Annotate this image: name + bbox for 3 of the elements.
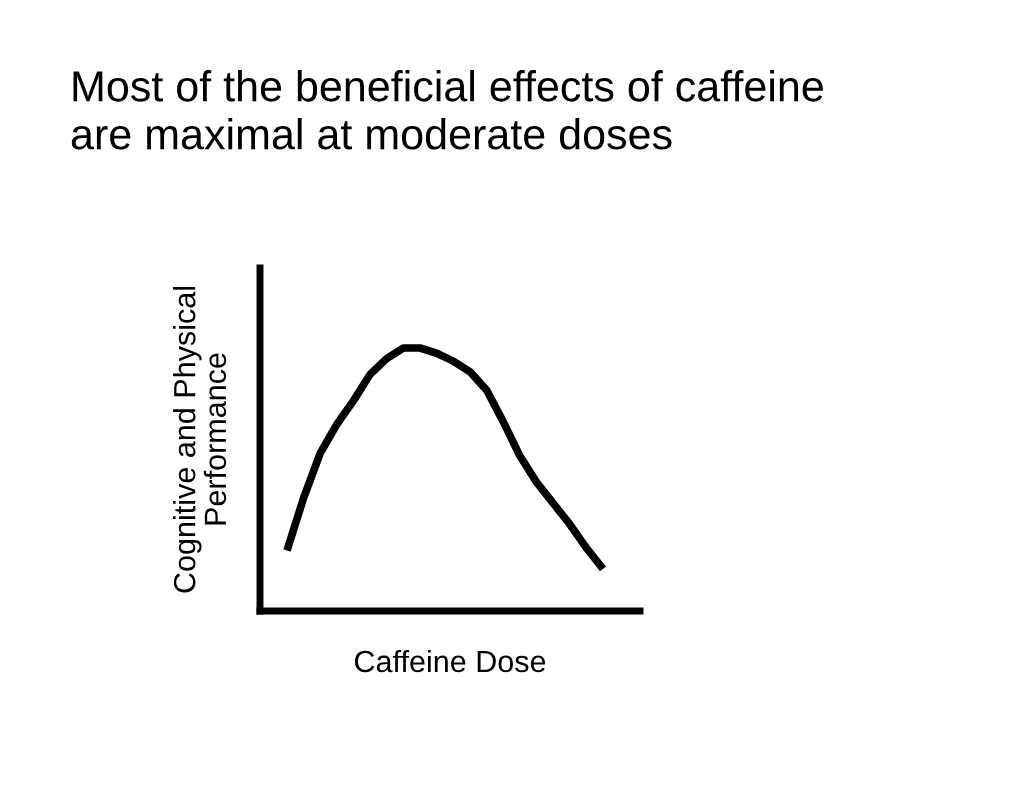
- y-axis-title: Cognitive and Physical Performance: [173, 286, 227, 593]
- chart-title: Most of the beneficial effects of caffeine are maximal at moderate doses: [71, 70, 823, 150]
- x-axis-title: Caffeine Dose: [355, 649, 546, 673]
